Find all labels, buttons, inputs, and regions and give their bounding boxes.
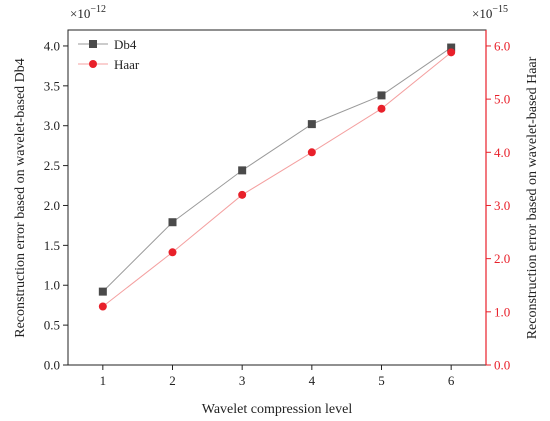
db4-data-point — [447, 43, 456, 52]
db4-data-point — [307, 120, 316, 129]
legend-haar-label: Haar — [114, 57, 140, 72]
x-tick-label: 6 — [448, 373, 455, 388]
haar-data-point — [307, 148, 316, 157]
y-left-tick-label: 2.5 — [44, 158, 60, 173]
y-right-tick-label: 0.0 — [494, 358, 510, 373]
haar-series-line — [102, 51, 452, 307]
y-right-tick-label: 2.0 — [494, 251, 510, 266]
x-tick-label: 1 — [100, 373, 107, 388]
y-right-tick-label: 1.0 — [494, 304, 510, 319]
y-right-axis-ticks: 0.0 1.0 2.0 3.0 4.0 5.0 6.0 — [486, 38, 510, 373]
y-right-tick-label: 5.0 — [494, 92, 510, 107]
x-axis-label: Wavelet compression level — [202, 402, 353, 417]
haar-data-point — [447, 48, 456, 57]
y-left-tick-label: 1.5 — [44, 238, 60, 253]
db4-data-point — [168, 218, 177, 227]
legend-db4-label: Db4 — [114, 37, 137, 52]
x-tick-label: 5 — [378, 373, 385, 388]
y-right-tick-label: 4.0 — [494, 145, 510, 160]
x-tick-label: 3 — [239, 373, 246, 388]
y-left-tick-label: 2.0 — [44, 198, 60, 213]
y-left-axis-label: Reconstruction error based on wavelet-ba… — [13, 58, 28, 338]
y-left-tick-label: 4.0 — [44, 38, 60, 53]
haar-data-point — [98, 302, 107, 311]
y-right-tick-label: 6.0 — [494, 38, 510, 53]
x-axis-ticks: 1 2 3 4 5 6 — [100, 365, 455, 388]
legend-db4-marker — [89, 40, 97, 48]
plot-frame — [67, 29, 487, 366]
x-tick-label: 4 — [309, 373, 316, 388]
y-left-axis-ticks: 0.0 0.5 1.0 1.5 2.0 2.5 3.0 3.5 4.0 — [44, 38, 68, 373]
y-right-axis-label: Reconstruction error based on wavelet-ba… — [525, 56, 540, 339]
legend: Db4 Haar — [78, 37, 140, 72]
y-left-multiplier: ×10−12 — [70, 4, 106, 21]
db4-data-point — [98, 287, 107, 296]
y-left-tick-label: 3.5 — [44, 78, 60, 93]
db4-data-point — [377, 91, 386, 100]
haar-data-point — [238, 190, 247, 199]
y-left-tick-label: 1.0 — [44, 278, 60, 293]
y-left-tick-label: 0.5 — [44, 318, 60, 333]
y-left-tick-label: 0.0 — [44, 358, 60, 373]
db4-series-line — [102, 47, 452, 292]
x-tick-label: 2 — [169, 373, 176, 388]
haar-data-point — [377, 104, 386, 113]
y-right-tick-label: 3.0 — [494, 198, 510, 213]
y-left-tick-label: 3.0 — [44, 118, 60, 133]
db4-data-point — [238, 166, 247, 175]
y-right-multiplier: ×10−15 — [472, 4, 508, 21]
legend-haar-marker — [89, 60, 97, 68]
series-layer — [98, 43, 456, 311]
haar-data-point — [168, 248, 177, 257]
